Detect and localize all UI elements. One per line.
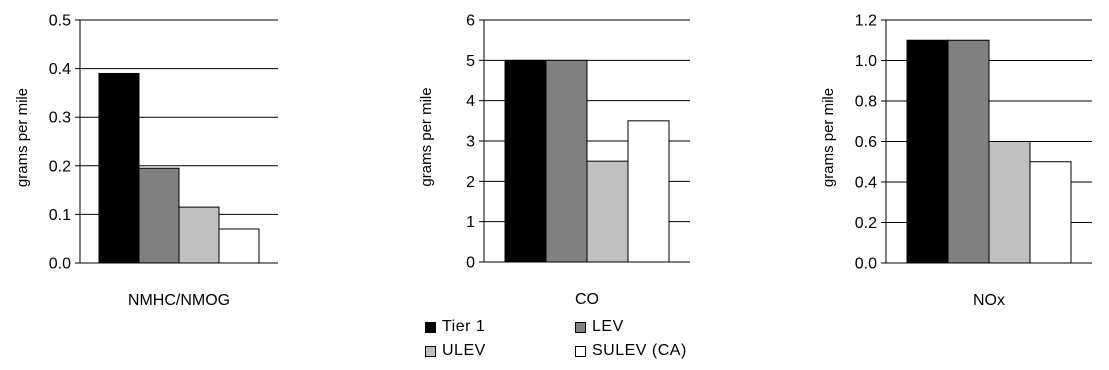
y-tick-label: 1 — [466, 214, 475, 231]
y-tick-label: 0 — [466, 255, 475, 272]
legend-item-sulev: SULEV (CA) — [575, 340, 687, 362]
bar-nox-lev — [947, 39, 990, 264]
y-tick-label: 0.1 — [49, 207, 71, 224]
y-tick-label: 0.2 — [49, 158, 71, 175]
charts-area: 0.0 0.1 0.2 0.3 0.4 0.5 grams per mile NMHC/NMO… — [14, 13, 1092, 309]
chart-nox: 0.0 0.2 0.4 0.6 0.8 1.0 1.2 grams per mile NOx — [820, 13, 1092, 309]
y-axis-label: grams per mile — [820, 88, 837, 187]
bar-co-sulev — [627, 120, 670, 263]
y-axis-label: grams per mile — [14, 88, 31, 187]
category-label: NOx — [973, 292, 1005, 309]
y-tick-label: 0.3 — [49, 110, 71, 127]
bar-nmhc-nmog-ulev — [178, 206, 220, 264]
legend-label-tier1: Tier 1 — [442, 318, 486, 335]
chart-co: 0 1 2 3 4 5 6 grams per mile CO — [418, 13, 690, 308]
bar-nox-ulev — [988, 141, 1031, 264]
y-tick-label: 0.0 — [855, 256, 877, 273]
y-tick-label: 1.0 — [855, 53, 877, 70]
y-tick-label: 4 — [466, 93, 475, 110]
bar-nox-tier1 — [906, 39, 949, 264]
category-label: NMHC/NMOG — [128, 292, 230, 309]
bar-co-lev — [545, 59, 588, 263]
y-tick-label: 0.2 — [855, 215, 877, 232]
legend-label-sulev: SULEV (CA) — [592, 342, 687, 359]
legend-label-ulev: ULEV — [442, 342, 486, 359]
y-tick-label: 0.0 — [49, 256, 71, 273]
legend-item-tier1: Tier 1 — [425, 316, 485, 338]
legend-swatch-ulev — [425, 345, 436, 357]
bar-nmhc-nmog-sulev — [218, 228, 260, 264]
y-tick-label: 6 — [466, 13, 475, 30]
y-tick-label: 1.2 — [855, 13, 877, 30]
bar-co-ulev — [586, 160, 629, 263]
y-tick-label: 0.8 — [855, 94, 877, 111]
y-tick-label: 3 — [466, 134, 475, 151]
chart-nmhc-nmog: 0.0 0.1 0.2 0.3 0.4 0.5 grams per mile NMHC/NMO… — [14, 13, 278, 309]
y-tick-label: 0.6 — [855, 134, 877, 151]
bar-nmhc-nmog-lev — [138, 167, 180, 264]
legend-swatch-tier1 — [425, 321, 436, 333]
legend-swatch-sulev — [575, 345, 586, 357]
legend-label-lev: LEV — [592, 318, 624, 335]
y-tick-label: 2 — [466, 174, 475, 191]
y-tick-label: 5 — [466, 53, 475, 70]
legend-item-lev: LEV — [575, 316, 624, 338]
y-tick-label: 0.5 — [49, 13, 71, 30]
bar-nmhc-nmog-tier1 — [98, 72, 140, 264]
y-tick-label: 0.4 — [855, 175, 877, 192]
legend-swatch-lev — [575, 321, 586, 333]
legend-item-ulev: ULEV — [425, 340, 486, 362]
category-label: CO — [575, 291, 599, 308]
y-axis-label: grams per mile — [418, 87, 435, 186]
bar-co-tier1 — [504, 59, 547, 263]
y-tick-label: 0.4 — [49, 61, 71, 78]
legend: Tier 1 LEV ULEV SULEV (CA) — [425, 316, 755, 368]
bar-nox-sulev — [1029, 161, 1072, 264]
